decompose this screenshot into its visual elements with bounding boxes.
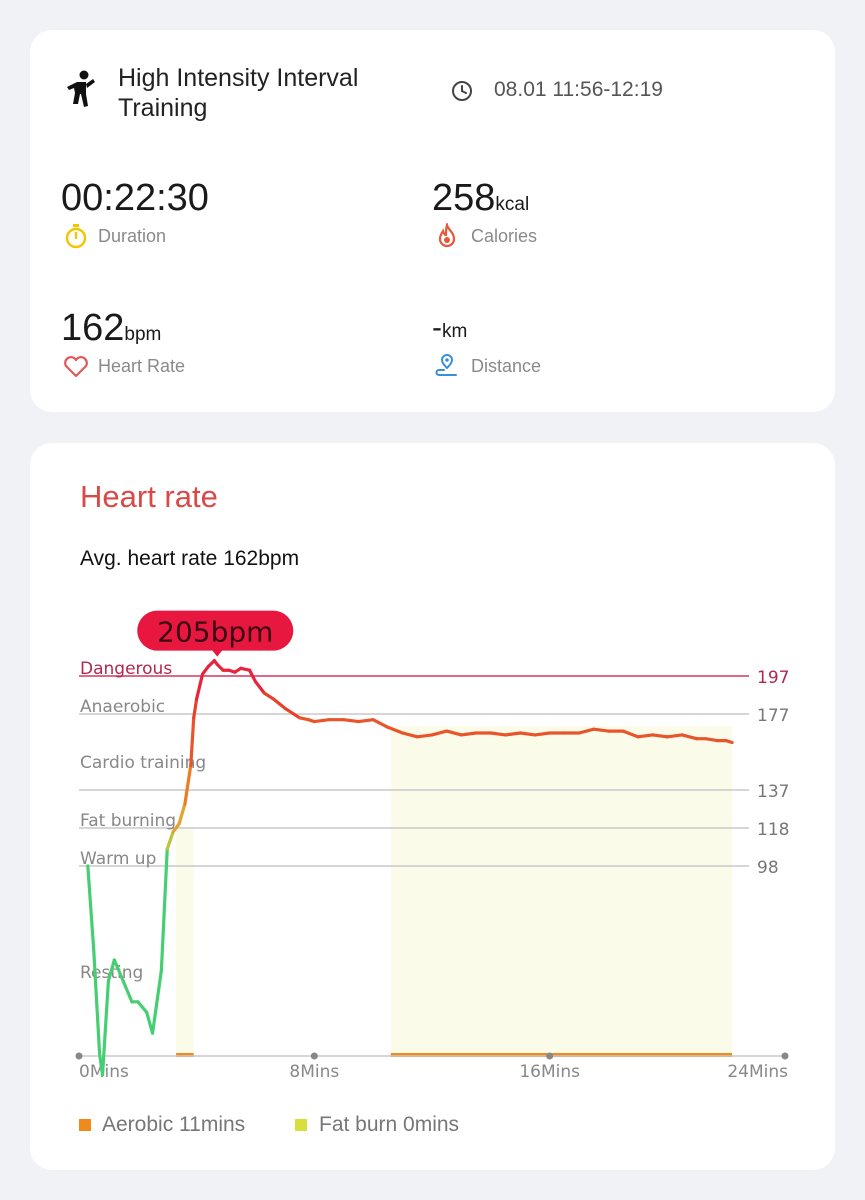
heart-rate-line-segment	[651, 733, 669, 739]
duration-label: Duration	[98, 226, 167, 246]
heart-rate-line-segment	[165, 830, 175, 851]
heart-rate-line-segment	[100, 979, 111, 1077]
heart-rate-label: Heart Rate	[98, 356, 186, 376]
heart-rate-line-segment	[150, 968, 163, 1035]
heart-rate-line-segment	[177, 802, 187, 826]
heart-rate-line-segment	[680, 733, 699, 741]
heart-rate-line-segment	[183, 763, 193, 806]
x-axis-tick-dot	[781, 1052, 789, 1060]
x-axis-tick-label: 8Mins	[289, 1062, 339, 1082]
heart-rate-line-segment	[518, 731, 537, 737]
legend-fat-burn-label: Fat burn 0mins	[319, 1113, 460, 1136]
heart-rate-line-segment	[415, 733, 434, 739]
peak-badge	[137, 610, 294, 651]
heart-rate-title: Heart rate	[80, 479, 218, 514]
duration-value: 00:22:30	[61, 177, 209, 219]
heart-rate-line-segment	[189, 716, 196, 767]
x-axis-tick-dot	[546, 1052, 554, 1060]
heart-rate-line-segment	[106, 958, 116, 983]
heart-rate-line-segment	[262, 691, 275, 701]
x-axis-tick-label: 16Mins	[519, 1062, 580, 1082]
average-heart-rate: Avg. heart rate 162bpm	[80, 547, 300, 570]
heart-rate-line-segment	[621, 729, 640, 739]
heart-rate-line-segment	[386, 725, 405, 735]
workout-summary-card: High Intensity Interval Training 08.01 1…	[30, 30, 835, 412]
legend-aerobic-swatch	[79, 1119, 91, 1131]
x-axis-tick-label: 24Mins	[727, 1062, 788, 1082]
heart-icon	[64, 356, 88, 378]
heart-rate-line-segment	[592, 727, 611, 733]
heart-rate-line-segment	[271, 697, 287, 710]
zone-threshold-label: 98	[757, 858, 779, 878]
aerobic-bar	[176, 1053, 194, 1057]
heart-rate-line-segment	[665, 733, 684, 739]
heart-rate-line-segment	[724, 739, 734, 745]
zone-highlight	[390, 726, 733, 1056]
calories-unit: kcal	[495, 194, 530, 215]
heart-rate-line-segment	[86, 864, 96, 952]
heart-rate-line-segment	[342, 718, 361, 724]
zone-name-label: Fat burning	[80, 811, 176, 831]
zone-name-label: Warm up	[80, 849, 156, 869]
zone-threshold-label: 197	[757, 668, 789, 688]
heart-rate-line-segment	[430, 729, 449, 737]
zone-name-label: Cardio training	[80, 753, 206, 773]
aerobic-bar	[390, 1053, 733, 1057]
heart-rate-line-segment	[121, 979, 134, 1004]
heart-rate-line-segment	[577, 727, 596, 735]
heart-rate-line-segment	[489, 731, 508, 737]
distance-unit: km	[442, 321, 468, 342]
heart-rate-line-segment	[445, 729, 464, 737]
zone-threshold-label: 177	[757, 706, 789, 726]
heart-rate-line-segment	[636, 733, 655, 739]
heart-rate-line-segment	[92, 947, 102, 1056]
heart-rate-line-segment	[195, 672, 205, 701]
heart-rate-line-segment	[136, 1000, 149, 1014]
location-pin-icon	[435, 354, 457, 376]
heart-rate-line-segment	[200, 664, 211, 676]
zone-name-label: Dangerous	[80, 659, 172, 679]
heart-rate-line-segment	[192, 697, 199, 720]
zone-name-label: Anaerobic	[80, 697, 165, 717]
heart-rate-stat: 162bpm	[61, 308, 161, 348]
heart-rate-line-segment	[459, 731, 478, 737]
legend-aerobic-label: Aerobic 11mins	[102, 1113, 246, 1136]
x-axis-tick-dot	[310, 1052, 318, 1060]
heart-rate-line-segment	[371, 718, 390, 729]
clock-icon	[452, 81, 472, 101]
heart-rate-card: Heart rate Avg. heart rate 162bpm 197 Dan…	[30, 443, 835, 1170]
heart-rate-line-segment	[356, 718, 375, 724]
calories-label: Calories	[471, 226, 538, 246]
distance-value: -	[432, 311, 442, 344]
workout-name: High Intensity Interval Training	[118, 64, 359, 122]
heart-rate-line-segment	[533, 731, 552, 737]
zone-threshold-label: 118	[757, 820, 789, 840]
calories-value: 258	[432, 177, 496, 219]
zone-highlight	[176, 828, 194, 1056]
x-axis-tick-dot	[75, 1052, 83, 1060]
heart-rate-line-segment	[703, 737, 719, 743]
stopwatch-icon	[65, 224, 87, 249]
heart-rate-line-segment	[159, 847, 169, 973]
distance-stat: -km	[432, 308, 467, 348]
heart-rate-line-segment	[312, 718, 331, 724]
heart-rate-chart: 197 Dangerous 177 Anaerobic 137 Cardio traini…	[75, 610, 789, 1082]
heart-rate-line-segment	[400, 731, 419, 739]
heart-rate-line-segment	[503, 731, 522, 737]
heart-rate-line-segment	[253, 680, 266, 695]
heart-rate-unit: bpm	[124, 324, 162, 345]
calories-stat: 258kcal	[432, 178, 529, 218]
heart-rate-line-segment	[283, 706, 302, 720]
heart-rate-line-segment	[171, 822, 181, 834]
workout-time-range: 08.01 11:56-12:19	[494, 78, 663, 101]
legend-fat-burn-swatch	[295, 1119, 307, 1131]
heart-rate-line-segment	[248, 668, 258, 684]
distance-label: Distance	[471, 356, 542, 376]
zone-threshold-label: 137	[757, 782, 789, 802]
heart-rate-line-segment	[112, 958, 125, 983]
running-person-icon	[67, 70, 95, 107]
heart-rate-value: 162	[61, 307, 125, 349]
flame-icon	[438, 223, 456, 248]
peak-value-label: 205bpm	[157, 616, 273, 649]
